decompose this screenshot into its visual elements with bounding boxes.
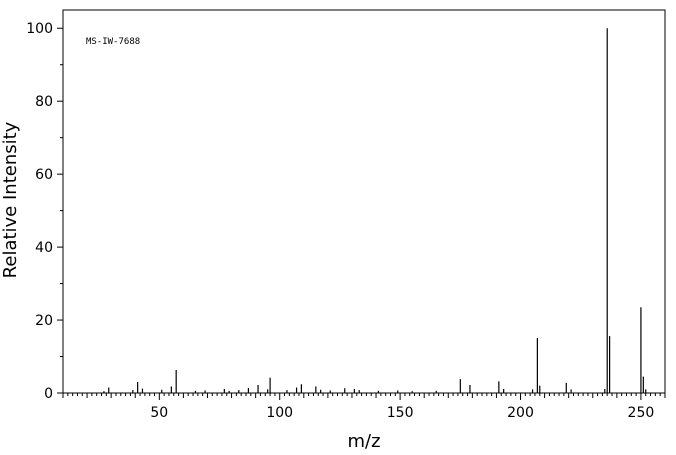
x-axis: 50 100 150 200 250 [62, 393, 666, 421]
x-tick-label: 150 [387, 405, 414, 421]
x-tick-label: 50 [150, 405, 168, 421]
y-tick-label: 80 [35, 94, 53, 110]
y-tick-label: 40 [35, 240, 53, 256]
y-axis-title: Relative Intensity [0, 121, 21, 278]
x-tick-label: 100 [266, 405, 293, 421]
x-axis-title: m/z [347, 431, 380, 452]
y-tick-label: 20 [35, 313, 53, 329]
x-tick-label: 200 [507, 405, 534, 421]
y-axis: 0 20 40 60 80 100 [26, 21, 63, 402]
plot-frame [62, 9, 666, 394]
y-tick-label: 60 [35, 167, 53, 183]
spectrum-id-annotation: MS-IW-7688 [86, 37, 140, 47]
x-tick-label: 250 [628, 405, 655, 421]
y-tick-label: 0 [44, 386, 53, 402]
y-tick-label: 100 [26, 21, 53, 37]
spectrum-peaks [103, 28, 647, 393]
